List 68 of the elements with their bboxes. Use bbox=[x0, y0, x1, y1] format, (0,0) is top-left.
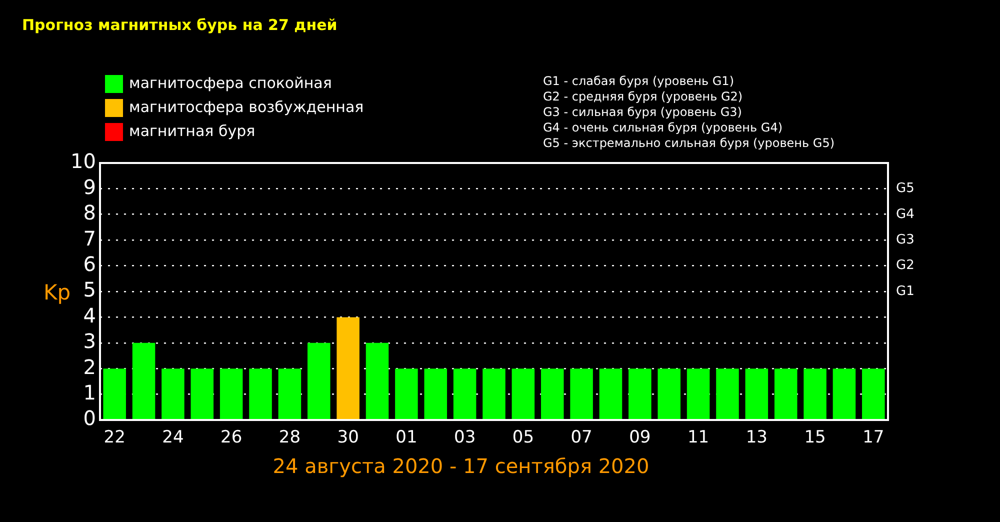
x-tick-label: 01 bbox=[396, 428, 418, 448]
bar bbox=[686, 368, 710, 420]
legend-label: магнитосфера спокойная bbox=[129, 74, 332, 92]
y-tick-label: 4 bbox=[83, 303, 96, 328]
bar bbox=[774, 368, 798, 420]
bar bbox=[716, 368, 739, 420]
y-tick-label: 2 bbox=[83, 354, 96, 379]
x-tick-label: 22 bbox=[104, 428, 126, 448]
x-tick-label: 11 bbox=[687, 428, 710, 448]
chart-title: Прогноз магнитных бурь на 27 дней bbox=[22, 16, 338, 34]
bar bbox=[249, 368, 272, 420]
x-tick-label: 09 bbox=[629, 428, 651, 448]
text: G4 bbox=[896, 206, 914, 222]
bar bbox=[220, 368, 243, 420]
x-tick-label: 15 bbox=[804, 428, 826, 448]
bar bbox=[132, 342, 156, 420]
y-tick-label: 5 bbox=[83, 278, 96, 302]
bar bbox=[278, 368, 302, 420]
x-tick-label: 30 bbox=[337, 428, 359, 448]
bar bbox=[804, 368, 826, 420]
y-tick-label: 8 bbox=[83, 200, 96, 225]
bar bbox=[308, 342, 330, 420]
bar bbox=[540, 368, 564, 420]
y-tick-label: 0 bbox=[83, 406, 96, 430]
y-tick-label: 10 bbox=[70, 149, 96, 174]
bar bbox=[190, 368, 214, 420]
bar bbox=[395, 368, 418, 420]
x-axis-title: 24 августа 2020 - 17 сентября 2020 bbox=[272, 454, 650, 478]
bar bbox=[366, 342, 389, 420]
bar bbox=[103, 368, 126, 420]
x-tick-label: 17 bbox=[862, 428, 884, 448]
text: G2 bbox=[896, 258, 914, 274]
text: G4 - очень сильная буря (уровень G4) bbox=[543, 120, 783, 135]
x-tick-label: 28 bbox=[278, 428, 301, 448]
bar bbox=[336, 317, 360, 420]
bar bbox=[453, 368, 476, 420]
bar bbox=[862, 368, 885, 420]
bar bbox=[512, 368, 535, 420]
text: G3 bbox=[896, 232, 914, 248]
legend-label: магнитная буря bbox=[129, 122, 256, 140]
text: G3 - сильная буря (уровень G3) bbox=[543, 105, 742, 120]
bar bbox=[599, 368, 622, 420]
x-tick-label: 13 bbox=[746, 428, 768, 448]
bar bbox=[424, 368, 448, 420]
text: G1 bbox=[896, 284, 914, 299]
legend-label: магнитосфера возбужденная bbox=[129, 98, 364, 116]
bar bbox=[482, 368, 506, 420]
x-tick-label: 26 bbox=[220, 428, 242, 448]
bar bbox=[570, 368, 593, 420]
text: G5 - экстремально сильная буря (уровень G5) bbox=[543, 136, 835, 150]
y-tick-label: 7 bbox=[83, 226, 96, 250]
x-tick-label: 03 bbox=[454, 428, 476, 448]
text: G1 - слабая буря (уровень G1) bbox=[543, 74, 734, 88]
text: G2 - средняя буря (уровень G2) bbox=[543, 90, 743, 104]
x-tick-label: 24 bbox=[162, 428, 184, 448]
x-tick-label: 07 bbox=[570, 428, 592, 448]
bar bbox=[162, 368, 184, 420]
x-tick-label: 05 bbox=[512, 428, 534, 448]
y-tick-label: 6 bbox=[83, 252, 96, 276]
y-axis-title: Kp bbox=[43, 280, 71, 305]
bar bbox=[628, 368, 652, 420]
bar bbox=[832, 368, 856, 420]
y-tick-label: 1 bbox=[83, 380, 96, 405]
y-tick-label: 3 bbox=[83, 329, 96, 354]
bar bbox=[658, 368, 680, 420]
y-tick-label: 9 bbox=[83, 174, 96, 199]
bar bbox=[745, 368, 768, 420]
text: G5 bbox=[896, 181, 914, 196]
